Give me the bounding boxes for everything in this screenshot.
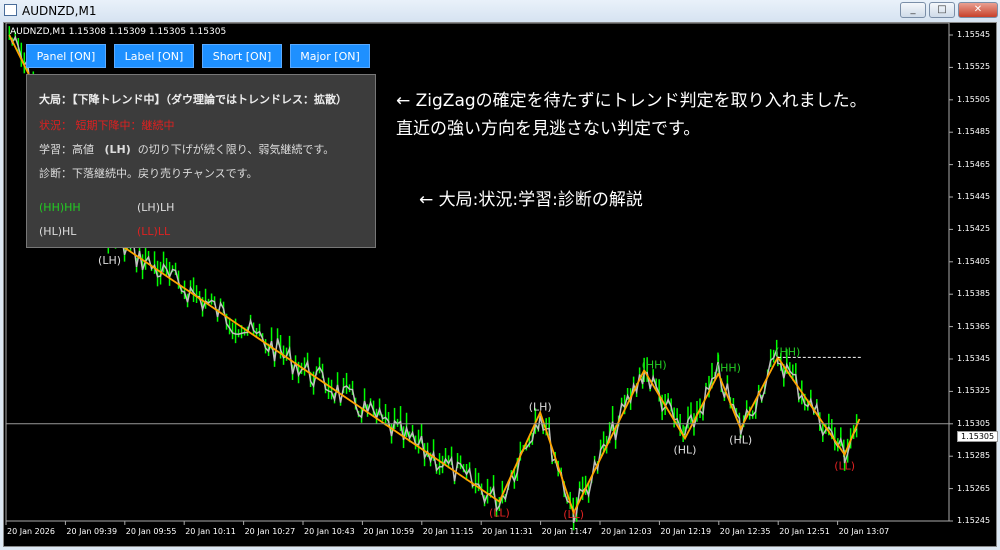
y-tick-label: 1.15545 — [957, 30, 991, 39]
x-tick-label: 20 Jan 2026 — [7, 527, 55, 536]
learn-text: 学習：高値 (LH) の切り下げが続く限り、弱気継続です。 — [39, 141, 334, 157]
swing-label: (LH) — [98, 254, 121, 267]
x-tick-label: 20 Jan 12:19 — [660, 527, 712, 536]
short-toggle-button[interactable]: Short [ON] — [202, 44, 282, 68]
y-tick-label: 1.15445 — [957, 192, 991, 201]
x-tick-label: 20 Jan 11:31 — [482, 527, 533, 536]
y-tick-label: 1.15245 — [957, 516, 991, 525]
trend-info-panel: 大局：【下降トレンド中】（ダウ理論ではトレンドレス：拡散） 状況： 短期下降中：… — [26, 74, 376, 248]
annotation-judgement: 直近の強い方向を見逃さない判定です。 — [396, 119, 701, 139]
price-line — [8, 34, 858, 524]
chart-window-icon — [4, 4, 17, 16]
y-tick-label: 1.15405 — [957, 256, 991, 266]
swing-label: (HH) — [775, 345, 800, 358]
learn-suffix: の切り下げが続く限り、弱気継続です。 — [137, 143, 335, 156]
minimize-button[interactable]: _ — [900, 2, 926, 18]
y-tick-label: 1.15425 — [957, 224, 991, 234]
swing-label: (LL) — [563, 508, 584, 521]
window-title: AUDNZD,M1 — [22, 4, 97, 18]
x-tick-label: 20 Jan 12:51 — [779, 527, 830, 536]
y-tick-label: 1.15345 — [957, 354, 991, 363]
x-tick-label: 20 Jan 11:47 — [541, 527, 593, 536]
major-toggle-button[interactable]: Major [ON] — [290, 44, 370, 68]
x-tick-label: 20 Jan 10:11 — [185, 527, 236, 536]
trend-text: 大局：【下降トレンド中】（ダウ理論ではトレンドレス：拡散） — [39, 93, 347, 106]
symbol-info: AUDNZD,M1 1.15308 1.15309 1.15305 1.1530… — [10, 27, 227, 37]
y-tick-label: 1.15305 — [957, 418, 991, 428]
y-tick-label: 1.15465 — [957, 159, 991, 169]
y-tick-label: 1.15525 — [957, 62, 991, 72]
panel-toggle-button[interactable]: Panel [ON] — [26, 44, 106, 68]
y-tick-label: 1.15265 — [957, 483, 991, 493]
x-tick-label: 20 Jan 12:03 — [601, 527, 652, 536]
title-bar: AUDNZD,M1 _ □ ✕ — [0, 0, 1000, 22]
annotation-panel: ← 大局:状況:学習:診断の解説 — [419, 190, 643, 210]
chart-plot: (LH) (LL) (LH) (LL) (HH) (HL) (HH) (HL) (HH) (LL) — [5, 23, 953, 531]
swing-label: (HL) — [729, 434, 752, 447]
current-price-label: 1.15305 — [957, 430, 999, 442]
y-tick-label: 1.15385 — [957, 289, 991, 299]
diagnosis-text: 診断：下落継続中。戻り売りチャンスです。 — [39, 167, 258, 180]
x-tick-label: 20 Jan 09:39 — [66, 527, 118, 536]
swing-label: (LL) — [489, 507, 510, 520]
x-tick-label: 20 Jan 10:27 — [244, 527, 296, 536]
zigzag-line — [8, 34, 861, 516]
close-button[interactable]: ✕ — [958, 2, 998, 18]
status-text: 状況： 短期下降中：継続中 — [39, 119, 175, 132]
y-tick-label: 1.15285 — [957, 451, 991, 461]
legend-ll: (LL)LL — [137, 225, 171, 238]
x-tick-label: 20 Jan 09:55 — [125, 527, 177, 536]
x-tick-label: 20 Jan 12:35 — [719, 527, 771, 536]
price-chart[interactable]: (LH) (LL) (LH) (LL) (HH) (HL) (HH) (HL) (HH) (LL)… — [3, 22, 999, 547]
swing-label: (LH) — [529, 400, 552, 413]
swing-label: (HH) — [716, 362, 741, 375]
annotation-zigzag: ← ZigZagの確定を待たずにトレンド判定を取り入れました。 — [396, 91, 867, 111]
plot-frame — [5, 23, 950, 522]
x-tick-label: 20 Jan 13:07 — [838, 527, 890, 536]
legend-hl: (HL)HL — [39, 225, 77, 238]
y-tick-label: 1.15485 — [957, 127, 991, 137]
y-tick-label: 1.15365 — [957, 321, 991, 331]
legend-lh: (LH)LH — [137, 201, 175, 214]
swing-label: (HL) — [673, 443, 696, 456]
x-tick-label: 20 Jan 11:15 — [422, 527, 474, 536]
swing-label: (LL) — [834, 460, 855, 473]
learn-tag: (LH) — [104, 143, 131, 156]
y-tick-label: 1.15325 — [957, 386, 991, 396]
maximize-button[interactable]: □ — [929, 2, 955, 18]
swing-label: (HH) — [642, 358, 667, 371]
x-tick-label: 20 Jan 10:43 — [304, 527, 355, 536]
y-tick-label: 1.15505 — [957, 94, 991, 104]
learn-prefix: 学習：高値 — [39, 143, 94, 156]
x-tick-label: 20 Jan 10:59 — [363, 527, 415, 536]
legend-hh: (HH)HH — [39, 201, 81, 214]
label-toggle-button[interactable]: Label [ON] — [114, 44, 194, 68]
